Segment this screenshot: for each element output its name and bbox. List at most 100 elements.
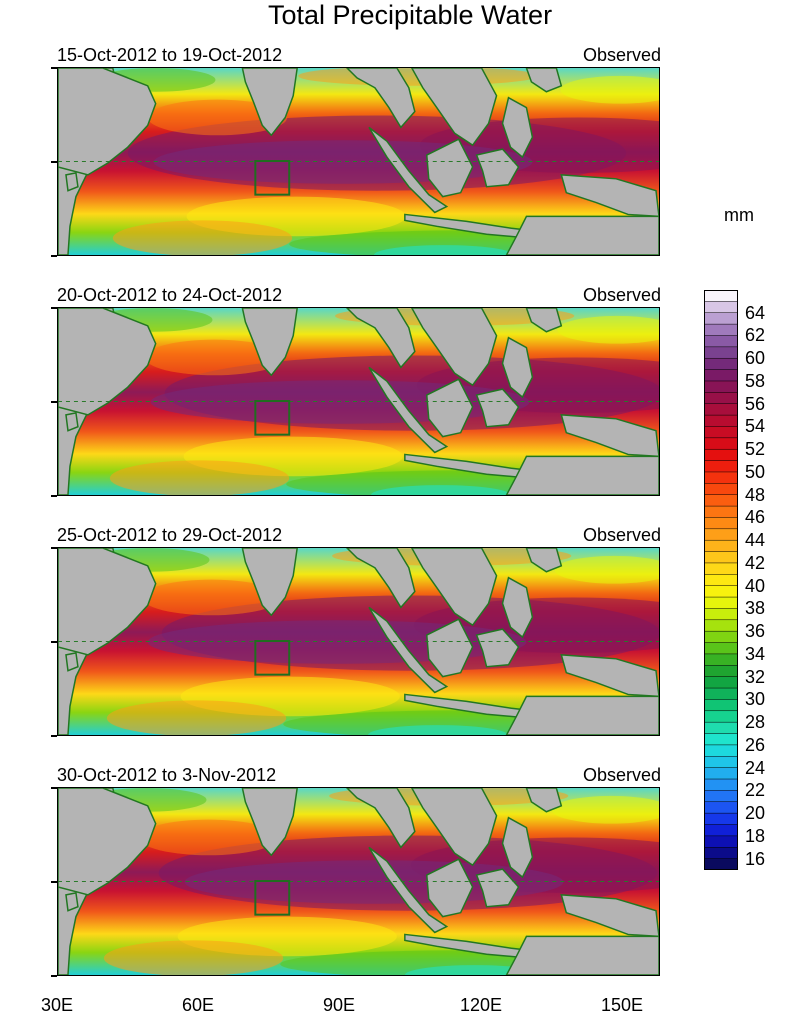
landmass [368,126,449,214]
tpw-field-plot [58,548,659,735]
colorbar-swatch [703,460,739,473]
colorbar-label: 38 [745,598,766,619]
landmass [505,215,659,255]
colorbar-label: 26 [745,734,766,755]
land-masses [58,308,659,495]
colorbar-swatch [703,619,739,632]
landmass [345,788,416,849]
map-panel: 30-Oct-2012 to 3-Nov-2012Observed20N020S [0,764,700,1004]
colorbar-swatch [703,744,739,757]
tpw-field-plot [58,788,659,975]
panel-period-label: 25-Oct-2012 to 29-Oct-2012 [57,525,283,545]
y-axis-tick [51,787,57,789]
colorbar-swatch [703,630,739,644]
colorbar-label: 34 [745,643,766,664]
colorbar-swatch [703,403,739,416]
colorbar-swatch [703,767,739,780]
colorbar [703,289,739,871]
colorbar-label: 22 [745,780,766,801]
colorbar-swatch [703,801,739,814]
field-anomaly [112,220,293,255]
y-axis-tick [51,881,57,883]
field-anomaly [370,485,511,495]
landmass [58,788,157,896]
colorbar-label: 60 [745,348,766,369]
landmass [505,935,659,975]
field-anomaly [147,99,288,136]
colorbar-swatch [703,312,739,325]
landmass [65,411,79,432]
colorbar-swatch [703,289,739,303]
landmass [345,548,416,609]
panel-period-label: 30-Oct-2012 to 3-Nov-2012 [57,765,277,785]
landmass [58,68,157,176]
landmass [241,68,298,137]
colorbar-label: 52 [745,439,766,460]
landmass [368,846,449,934]
colorbar-swatch [703,437,739,450]
landmass [368,366,449,454]
study-region-box [254,400,291,436]
y-axis-tick [51,495,57,497]
x-axis-label: 60E [181,995,215,1015]
landmass [410,548,498,627]
landmass [560,414,659,458]
colorbar-swatch [703,858,739,871]
field-anomaly [144,339,285,376]
y-axis-tick [51,307,57,309]
colorbar-swatch [703,528,739,541]
landmass [58,308,157,416]
landmass [525,788,563,813]
landmass [525,68,563,93]
colorbar-label: 46 [745,507,766,528]
field-anomaly [557,315,659,344]
landmass [241,548,298,617]
colorbar-swatch [703,414,739,428]
landmass [425,378,474,438]
colorbar-label: 42 [745,552,766,573]
landmass [65,651,79,672]
x-axis-label: 90E [322,995,356,1015]
colorbar-swatch [703,369,739,382]
colorbar-swatch [703,505,739,519]
colorbar-swatch [703,665,739,678]
colorbar-label: 24 [745,757,766,778]
colorbar-swatch [703,585,739,598]
map-panel: 15-Oct-2012 to 19-Oct-2012Observed20N020… [0,44,700,284]
tpw-field-plot [58,308,659,495]
landmass [241,788,298,857]
y-axis-tick [51,975,57,977]
field-anomaly [141,579,282,616]
landmass [501,96,534,159]
colorbar-swatch [703,323,739,337]
colorbar-swatch [703,608,739,621]
landmass [65,171,79,192]
landmass [475,628,520,668]
study-region-box [254,880,291,916]
colorbar-swatch [703,517,739,530]
colorbar-swatch [703,790,739,803]
colorbar-label: 44 [745,530,766,551]
colorbar-swatches [703,289,739,871]
colorbar-label: 58 [745,370,766,391]
colorbar-swatch [703,494,739,507]
colorbar-label: 56 [745,393,766,414]
colorbar-swatch [703,756,739,769]
x-axis-label: 150E [600,995,644,1015]
colorbar-swatch [703,483,739,496]
landmass [501,336,534,399]
colorbar-swatch [703,699,739,712]
colorbar-label: 32 [745,666,766,687]
land-masses [58,788,659,975]
land-masses [58,548,659,735]
landmass [475,388,520,428]
landmass [425,138,474,198]
colorbar-labels: 64 62 60 58 56 54 52 50 48 46 44 42 40 38 36 34 32 30 28 26… [745,290,788,870]
tpw-field-plot [58,68,659,255]
field-anomaly [106,700,287,735]
colorbar-swatch [703,812,739,826]
field-anomaly [138,819,279,856]
colorbar-swatch [703,448,739,462]
colorbar-swatch [703,346,739,359]
landmass [345,308,416,369]
